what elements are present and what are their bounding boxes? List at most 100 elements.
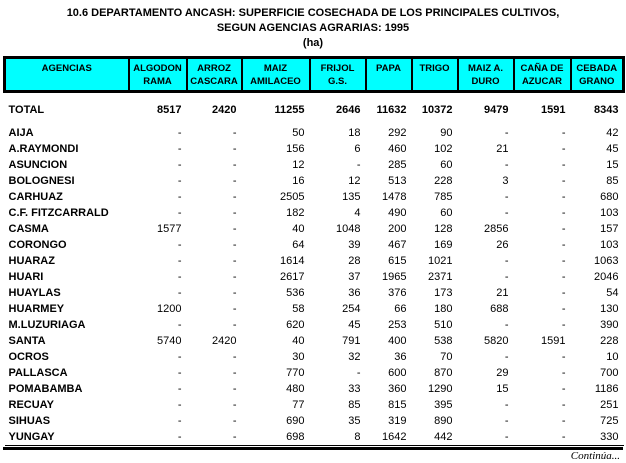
- value-cell: -: [177, 239, 182, 251]
- value-cell: 28: [348, 255, 361, 267]
- value-cell: -: [561, 367, 566, 379]
- value-cell: 85: [348, 399, 361, 411]
- value-cell: 12: [348, 175, 361, 187]
- value-cell: 615: [388, 255, 407, 267]
- value-cell: -: [504, 255, 509, 267]
- column-header-line2: [368, 75, 410, 88]
- value-cell: 688: [490, 303, 509, 315]
- value-cell: 156: [286, 143, 305, 155]
- value-cell: 2420: [212, 104, 237, 116]
- value-cell: 36: [394, 351, 407, 363]
- value-cell: -: [504, 319, 509, 331]
- table-row: CASMA 1577 - 40 1048 200 128 2856 - 157: [5, 221, 624, 237]
- value-cell: 228: [600, 335, 619, 347]
- column-header: MAIZ AMILACEO: [240, 56, 311, 93]
- value-cell: 480: [286, 383, 305, 395]
- column-header: CEBADA GRANO: [569, 56, 625, 93]
- value-cell: 785: [434, 191, 453, 203]
- value-cell: -: [561, 415, 566, 427]
- value-cell: 128: [434, 223, 453, 235]
- value-cell: 8517: [157, 104, 182, 116]
- value-cell: -: [232, 159, 237, 171]
- value-cell: 30: [292, 351, 305, 363]
- total-row: TOTAL 8517 2420 11255 2646 11632 10372 9479 159…: [5, 92, 624, 126]
- value-cell: 725: [600, 415, 619, 427]
- value-cell: 1186: [594, 383, 619, 395]
- value-cell: 21: [496, 143, 509, 155]
- column-header-line2: [8, 75, 127, 88]
- value-cell: -: [232, 319, 237, 331]
- value-cell: 173: [434, 287, 453, 299]
- value-cell: 620: [286, 319, 305, 331]
- value-cell: -: [128, 429, 187, 446]
- value-cell: -: [232, 143, 237, 155]
- row-label: SIHUAS: [8, 415, 51, 427]
- value-cell: 228: [434, 175, 453, 187]
- row-label: HUARI: [8, 271, 44, 283]
- column-header-line1: TRIGO: [419, 63, 450, 74]
- value-cell: -: [232, 367, 237, 379]
- value-cell: 770: [286, 367, 305, 379]
- value-cell: 6: [354, 143, 361, 155]
- value-cell: 26: [496, 239, 509, 251]
- value-cell: 1591: [541, 335, 566, 347]
- value-cell: 29: [496, 367, 509, 379]
- value-cell: 8343: [594, 104, 619, 116]
- value-cell: 2617: [280, 271, 305, 283]
- value-cell: -: [561, 175, 566, 187]
- value-cell: 690: [286, 415, 305, 427]
- value-cell: 1577: [157, 223, 182, 235]
- value-cell: -: [177, 415, 182, 427]
- value-cell: -: [186, 429, 242, 446]
- value-cell: 400: [388, 335, 407, 347]
- value-cell: 330: [570, 429, 624, 446]
- value-cell: -: [177, 255, 182, 267]
- value-cell: 90: [440, 127, 453, 139]
- row-label: OCROS: [8, 351, 49, 363]
- table-body: TOTAL 8517 2420 11255 2646 11632 10372 9479 159…: [4, 92, 624, 446]
- value-cell: -: [177, 175, 182, 187]
- value-cell: 815: [388, 399, 407, 411]
- value-cell: -: [504, 415, 509, 427]
- continua-note: Continúa...: [570, 450, 620, 462]
- value-cell: 2046: [594, 271, 619, 283]
- value-cell: -: [177, 383, 182, 395]
- value-cell: -: [177, 191, 182, 203]
- value-cell: -: [561, 239, 566, 251]
- value-cell: 5820: [484, 335, 509, 347]
- row-label: ASUNCION: [8, 159, 68, 171]
- value-cell: 1965: [382, 271, 407, 283]
- value-cell: 35: [348, 415, 361, 427]
- value-cell: -: [561, 191, 566, 203]
- value-cell: 700: [600, 367, 619, 379]
- value-cell: 64: [292, 239, 305, 251]
- value-cell: 2505: [280, 191, 305, 203]
- value-cell: 39: [348, 239, 361, 251]
- value-cell: 77: [292, 399, 305, 411]
- value-cell: 58: [292, 303, 305, 315]
- value-cell: 11255: [274, 104, 305, 116]
- value-cell: 442: [411, 429, 458, 446]
- column-header-line1: MAIZ: [263, 63, 288, 74]
- table-row: CORONGO - - 64 39 467 169 26 - 103: [5, 237, 624, 253]
- table-row: HUAYLAS - - 536 36 376 173 21 - 54: [5, 285, 624, 301]
- value-cell: 390: [600, 319, 619, 331]
- value-cell: 2420: [212, 335, 237, 347]
- value-cell: 1614: [280, 255, 305, 267]
- value-cell: 870: [434, 367, 453, 379]
- value-cell: -: [232, 415, 237, 427]
- value-cell: -: [232, 175, 237, 187]
- table-row: YUNGAY - -698 8 1642 442- -330: [4, 429, 624, 446]
- value-cell: 253: [388, 319, 407, 331]
- value-cell: 1642: [365, 429, 412, 446]
- value-cell: 15: [496, 383, 509, 395]
- value-cell: 319: [388, 415, 407, 427]
- row-label: PALLASCA: [8, 367, 68, 379]
- value-cell: -: [504, 351, 509, 363]
- value-cell: 467: [388, 239, 407, 251]
- value-cell: -: [504, 127, 509, 139]
- value-cell: 2646: [336, 104, 361, 116]
- value-cell: 45: [606, 143, 619, 155]
- value-cell: -: [232, 303, 237, 315]
